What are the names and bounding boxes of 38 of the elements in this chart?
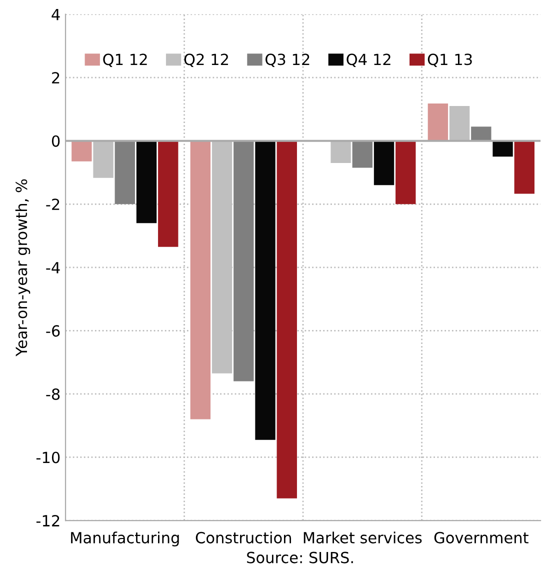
- y-tick-label: -8: [46, 388, 60, 400]
- x-tick-label: Government: [434, 532, 528, 544]
- legend-label: Q1 13: [428, 54, 472, 67]
- y-tick-label: -12: [36, 514, 60, 526]
- x-tick-label: Manufacturing: [71, 532, 179, 546]
- bar: [428, 104, 448, 141]
- bar: [255, 140, 276, 440]
- y-tick-label: -10: [36, 452, 60, 464]
- legend-label: Q3 12: [266, 54, 310, 67]
- bar: [190, 140, 211, 420]
- y-tick-label: 4: [52, 8, 60, 20]
- y-axis-title: Year-on-year growth, %: [15, 179, 30, 356]
- bar: [276, 140, 297, 498]
- bar: [492, 140, 513, 157]
- source-note: Source: SURS.: [247, 552, 353, 564]
- bar: [396, 140, 416, 204]
- x-tick-label: Construction: [196, 532, 291, 544]
- bar: [330, 140, 351, 163]
- bar: [471, 126, 492, 141]
- y-tick-label: 0: [52, 135, 60, 147]
- x-tick-label: Market services: [304, 532, 422, 544]
- bar: [449, 106, 470, 141]
- y-tick-label: -4: [46, 262, 60, 274]
- legend-label: Q1 12: [103, 54, 147, 67]
- y-tick-label: -2: [46, 198, 60, 210]
- y-tick-label: -6: [46, 325, 60, 337]
- bar: [72, 140, 92, 162]
- bar: [234, 140, 254, 382]
- legend-label: Q4 12: [346, 54, 390, 67]
- bar: [158, 140, 178, 247]
- bar: [93, 140, 114, 178]
- bar: [514, 140, 534, 194]
- bar: [136, 140, 157, 224]
- bar: [352, 140, 372, 168]
- bar: [114, 140, 135, 204]
- legend-label: Q2 12: [184, 54, 228, 67]
- y-tick-label: 2: [52, 72, 60, 84]
- bar: [374, 140, 394, 186]
